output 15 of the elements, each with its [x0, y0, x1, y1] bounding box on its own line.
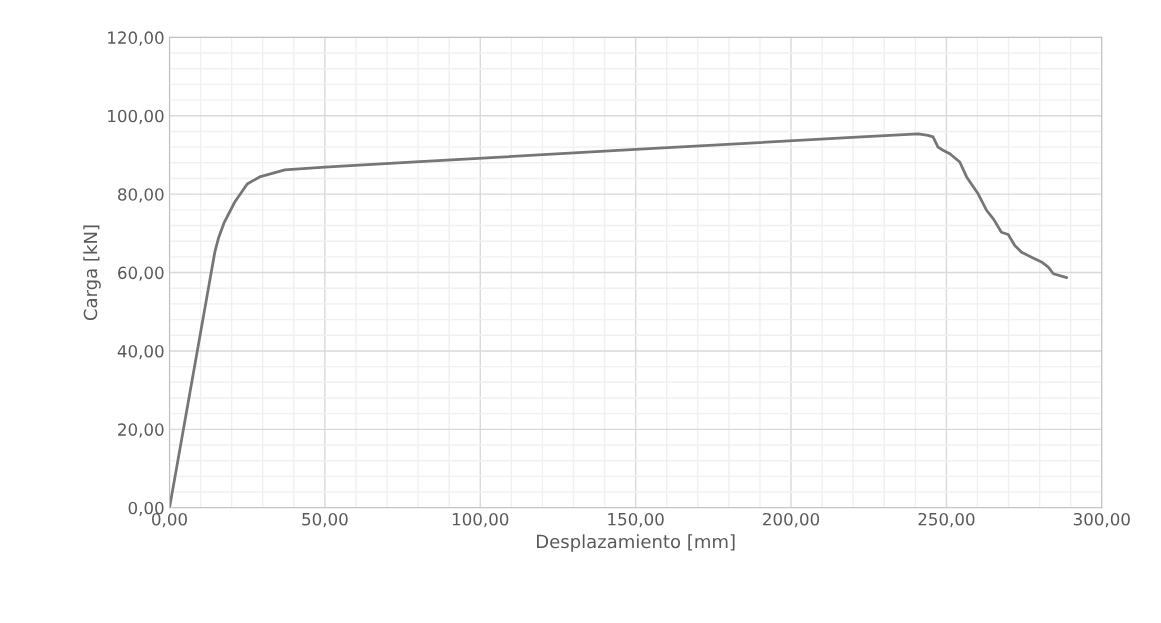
line-series	[169, 132, 1069, 508]
x-tick-label: 100,00	[452, 512, 509, 528]
y-tick-label: 80,00	[118, 188, 164, 203]
y-axis-title: Carga [kN]	[83, 225, 101, 321]
x-tick-label: 50,00	[302, 512, 348, 528]
y-tick-label: 60,00	[118, 266, 164, 281]
y-tick-label: 20,00	[118, 423, 164, 438]
x-tick-label: 200,00	[763, 512, 820, 528]
x-tick-label: 300,00	[1073, 512, 1130, 528]
x-tick-label: 250,00	[918, 512, 975, 528]
x-tick-label: 150,00	[608, 512, 664, 528]
y-tick-label: 40,00	[117, 344, 164, 360]
x-axis-title: Desplazamiento [mm]	[537, 534, 735, 552]
y-tick-label: 120,00	[108, 31, 164, 46]
y-tick-label: 100,00	[108, 109, 164, 125]
